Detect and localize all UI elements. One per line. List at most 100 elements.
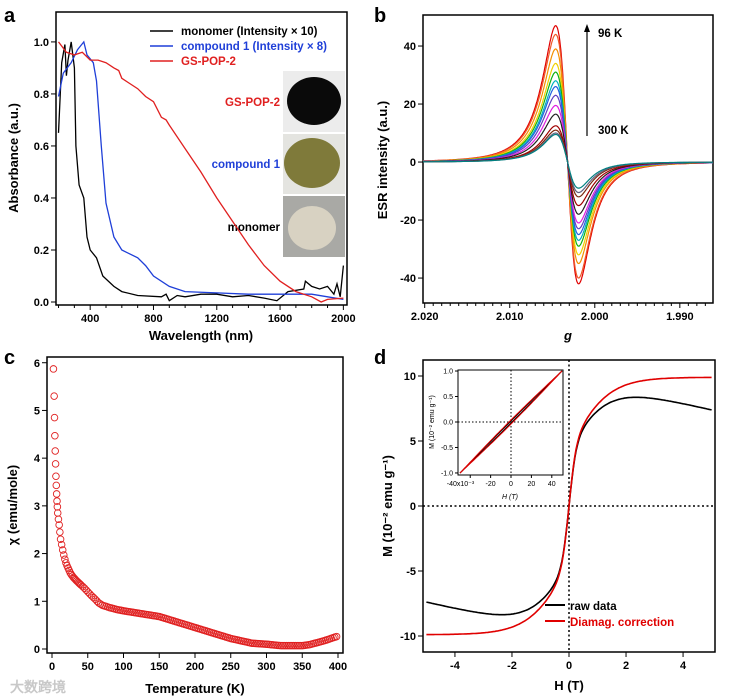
panel-c-ytick-label: 2 — [34, 549, 40, 561]
inset-ytick-label: -0.5 — [441, 445, 453, 452]
panel-b-ytick-label: -40 — [400, 273, 416, 285]
data-point — [60, 551, 68, 559]
annotation-96k: 96 K — [598, 28, 623, 40]
data-point — [56, 535, 65, 544]
panel-c-ytick-label: 0 — [34, 644, 40, 656]
panel-c-ytick-label: 3 — [34, 501, 40, 513]
inset-loop-2 — [459, 370, 563, 474]
photo-label-gspop2: GS-POP-2 — [225, 97, 280, 109]
inset-xtick-label: -20 — [486, 481, 496, 488]
inset-loop-3 — [459, 370, 563, 474]
panel-b-ytick-label: 20 — [404, 99, 416, 111]
data-point — [288, 641, 296, 650]
inset-xtick-label: 20 — [527, 481, 535, 488]
data-point — [54, 515, 63, 523]
panel-c-ytick-label: 5 — [34, 406, 40, 418]
panel-a-ytick-label: 1.0 — [34, 37, 49, 49]
data-point — [277, 641, 285, 650]
panel-a-ytick-label: 0.0 — [34, 297, 49, 309]
watermark: 大数跨境 — [10, 679, 66, 695]
legend-raw-data: raw data — [570, 601, 617, 613]
legend-compound1: compound 1 (Intensity × 8) — [181, 41, 327, 53]
panel-a-xtick-label: 400 — [81, 313, 99, 325]
data-point — [284, 641, 293, 650]
data-point — [332, 632, 341, 641]
inset-xlabel: H (T) — [502, 494, 518, 501]
panel-c-xtick-label: 150 — [150, 661, 168, 673]
data-point — [52, 472, 60, 481]
inset-ylabel: M (10⁻² emu g⁻¹) — [429, 395, 436, 449]
panel-c-xtick-label: 250 — [222, 661, 240, 673]
data-point — [293, 641, 301, 650]
panel-c-xtick-label: 50 — [82, 661, 94, 673]
panel-c-xtick-label: 300 — [257, 661, 275, 673]
xlabel-b: g — [563, 328, 572, 343]
inset-ytick-label: 0.5 — [443, 394, 453, 401]
xlabel-a: Wavelength (nm) — [149, 328, 253, 343]
panel-b-xtick-label: 1.990 — [666, 311, 694, 323]
photo-compound1-powder — [284, 138, 340, 188]
ylabel-b: ESR intensity (a.u.) — [375, 101, 390, 219]
inset-xtick-label: 0 — [509, 481, 513, 488]
series-line-monomer — [57, 41, 345, 302]
data-point — [50, 392, 58, 400]
panel-d-ytick-label: 10 — [404, 371, 416, 383]
inset-ytick-label: 0.0 — [443, 420, 453, 427]
panel-d-xtick-label: 0 — [566, 660, 572, 672]
legend-gspop2: GS-POP-2 — [181, 56, 236, 68]
panel-d-xtick-label: -2 — [507, 660, 517, 672]
panel-a-ytick-label: 0.4 — [34, 193, 50, 205]
inset-xtick-label: 40 — [548, 481, 556, 488]
data-point — [291, 641, 300, 650]
panel-a-xtick-label: 1600 — [268, 313, 292, 325]
panel-c-ytick-label: 4 — [34, 453, 41, 465]
panel-a-xtick-label: 2000 — [331, 313, 355, 325]
data-point — [52, 490, 61, 498]
photo-monomer-powder — [288, 206, 336, 250]
panel-a-xtick-label: 800 — [144, 313, 162, 325]
panel-b-frame — [422, 14, 714, 304]
mh-curve-diamag-correction — [426, 376, 712, 636]
panel-label-c: c — [4, 347, 15, 369]
data-point — [50, 413, 59, 422]
data-point — [289, 641, 298, 650]
data-point — [51, 447, 59, 455]
xlabel-c: Temperature (K) — [145, 681, 244, 696]
ylabel-a: Absorbance (a.u.) — [6, 103, 21, 213]
data-point — [57, 540, 66, 549]
inset-ytick-label: -1.0 — [441, 471, 453, 478]
series-line-compound1 — [57, 40, 344, 301]
panel-d-xtick-label: 2 — [623, 660, 629, 672]
data-point — [282, 641, 291, 650]
data-point — [52, 481, 61, 490]
data-point — [55, 521, 63, 529]
panel-c-xtick-label: 350 — [293, 661, 311, 673]
panel-d-ytick-label: 5 — [410, 436, 416, 448]
data-point — [51, 460, 60, 468]
data-point — [49, 365, 58, 373]
inset-frame — [457, 369, 564, 476]
panel-c-xtick-label: 100 — [114, 661, 132, 673]
panel-label-a: a — [4, 5, 16, 27]
panel-label-d: d — [374, 347, 386, 369]
panel-b-ytick-label: 0 — [410, 157, 416, 169]
panel-a-frame — [55, 11, 348, 306]
panel-b-xtick-label: 2.020 — [411, 311, 439, 323]
panel-c-ytick-label: 1 — [34, 596, 40, 608]
data-point — [53, 497, 61, 505]
arrow-head-icon — [584, 24, 590, 32]
inset-xtick-label: -40x10⁻³ — [447, 481, 475, 488]
panel-a-xtick-label: 1200 — [205, 313, 229, 325]
panel-c-xtick-label: 0 — [49, 661, 55, 673]
panel-d-xtick-label: -4 — [450, 660, 461, 672]
panel-c-xtick-label: 400 — [329, 661, 347, 673]
panel-d-ytick-label: -5 — [406, 566, 416, 578]
panel-c-xtick-label: 200 — [186, 661, 204, 673]
panel-c-ytick-label: 6 — [34, 358, 40, 370]
ylabel-c: χ (emu/mole) — [5, 465, 20, 545]
ylabel-d: M (10⁻² emu g⁻¹) — [380, 455, 395, 557]
inset-ytick-label: 1.0 — [443, 369, 453, 376]
data-point — [58, 546, 67, 554]
panel-b-xtick-label: 2.000 — [581, 311, 609, 323]
